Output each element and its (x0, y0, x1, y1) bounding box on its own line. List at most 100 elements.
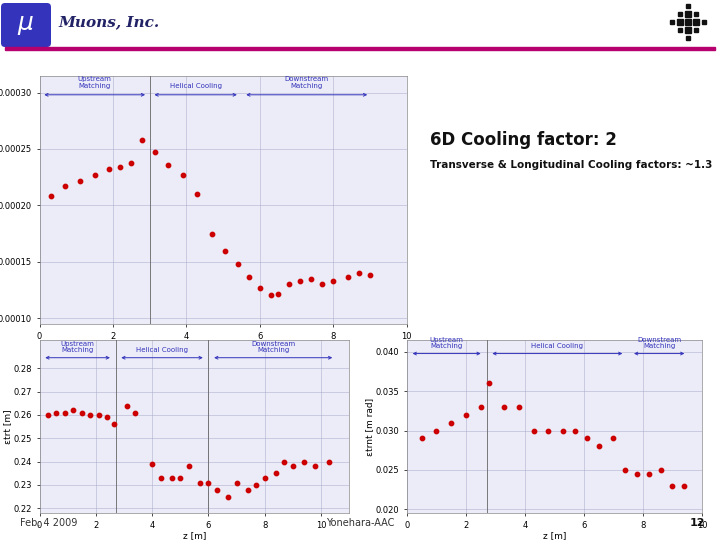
Point (317, 280, 328, 289)
Point (513, 403, 525, 411)
Point (342, 272, 354, 281)
Point (543, 426, 554, 435)
Text: Helical Cooling: Helical Cooling (136, 347, 188, 353)
Point (251, 481, 262, 489)
Point (194, 478, 206, 487)
Bar (678, 28, 682, 32)
Point (76, 408, 88, 417)
Point (324, 457, 336, 466)
Point (354, 269, 365, 278)
Point (45, 192, 56, 201)
FancyBboxPatch shape (1, 3, 51, 47)
Point (232, 260, 243, 268)
Bar (670, 20, 674, 24)
Bar (685, 19, 691, 25)
Point (242, 485, 253, 494)
Point (581, 434, 593, 443)
Y-axis label: εtrnt [m rad]: εtrnt [m rad] (365, 397, 374, 456)
Bar (686, 4, 690, 8)
Point (60, 182, 71, 191)
Bar (693, 19, 699, 25)
Text: $\mu$: $\mu$ (17, 13, 35, 37)
X-axis label: z [m]: z [m] (212, 342, 235, 351)
Point (150, 148, 161, 157)
Text: Downstream
Matching: Downstream Matching (251, 341, 295, 353)
Point (328, 277, 339, 286)
Point (619, 465, 631, 474)
Y-axis label: εtrt [m]: εtrt [m] (3, 409, 12, 444)
Text: Feb. 4 2009: Feb. 4 2009 (20, 518, 77, 528)
Text: Upstream
Matching: Upstream Matching (60, 341, 94, 353)
Text: Downstream
Matching: Downstream Matching (637, 337, 681, 349)
Point (643, 469, 654, 478)
Point (104, 165, 115, 174)
X-axis label: z [m]: z [m] (183, 531, 206, 540)
Point (74, 176, 86, 185)
Point (608, 434, 619, 443)
Point (310, 462, 321, 471)
Point (557, 426, 569, 435)
Point (50, 408, 62, 417)
Bar (5, 46, 715, 50)
Point (222, 492, 234, 501)
Text: Helical Cooling: Helical Cooling (170, 83, 222, 89)
Point (42, 410, 54, 419)
Point (259, 474, 271, 482)
Point (89, 171, 101, 179)
Text: 6D Cooling factor: 2: 6D Cooling factor: 2 (430, 131, 617, 149)
Point (102, 413, 113, 422)
Point (203, 478, 215, 487)
Point (570, 426, 581, 435)
Point (155, 474, 166, 482)
Point (294, 277, 306, 286)
Point (166, 474, 178, 482)
Bar (702, 20, 706, 24)
Bar (678, 12, 682, 16)
Point (460, 410, 472, 419)
Point (298, 457, 310, 466)
Point (445, 418, 456, 427)
Point (484, 379, 495, 388)
Point (305, 274, 317, 283)
Point (655, 465, 667, 474)
Point (192, 190, 203, 199)
Point (84, 410, 96, 419)
Point (678, 481, 690, 490)
Point (593, 442, 605, 450)
Point (265, 291, 276, 299)
Bar (685, 27, 691, 33)
Point (211, 485, 222, 494)
Bar (685, 11, 691, 17)
Point (137, 136, 148, 144)
Point (126, 158, 138, 167)
Text: 12: 12 (690, 518, 705, 528)
Point (284, 280, 295, 289)
Point (474, 403, 486, 411)
Point (146, 460, 158, 468)
Point (114, 163, 126, 171)
Text: Transverse & Longitudinal Cooling factors: ~1.3: Transverse & Longitudinal Cooling factor… (430, 160, 712, 170)
Point (270, 469, 282, 477)
Point (68, 406, 79, 415)
Point (254, 284, 266, 292)
Point (220, 246, 231, 255)
Point (109, 420, 120, 429)
Point (59, 408, 71, 417)
Point (177, 171, 189, 179)
Point (364, 271, 376, 280)
Bar (694, 28, 698, 32)
X-axis label: z [m]: z [m] (543, 531, 566, 540)
Bar (686, 36, 690, 40)
Point (287, 462, 299, 471)
Point (130, 408, 141, 417)
Point (528, 426, 539, 435)
Point (279, 457, 290, 466)
Point (183, 462, 194, 471)
Point (207, 230, 218, 238)
Point (431, 426, 442, 435)
Point (631, 469, 643, 478)
Point (121, 401, 132, 410)
Point (415, 434, 427, 443)
Point (243, 272, 255, 281)
Text: Muons, Inc.: Muons, Inc. (58, 15, 159, 29)
